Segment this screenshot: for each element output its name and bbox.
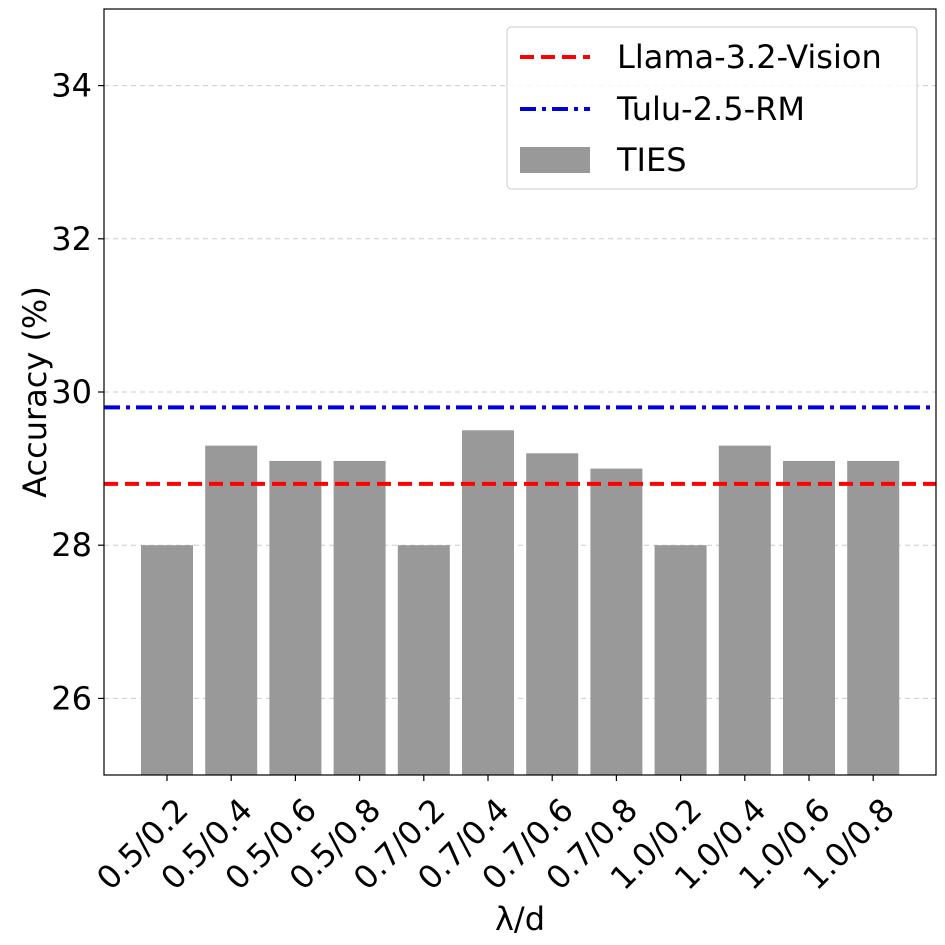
bar-1.0/0.2 [654,545,707,775]
bar-0.7/0.2 [397,545,450,775]
legend-label-tulu: Tulu-2.5-RM [616,90,805,128]
bar-0.5/0.4 [205,445,258,775]
legend-swatch-ties [520,147,590,173]
y-tick-label: 28 [51,526,92,564]
y-tick-label: 26 [51,679,92,717]
bar-0.7/0.8 [590,468,643,775]
x-axis-label: λ/d [495,900,545,938]
legend-label-llama: Llama-3.2-Vision [617,38,882,76]
bar-1.0/0.4 [718,445,771,775]
bar-0.5/0.6 [269,460,322,775]
bar-0.7/0.4 [462,430,514,775]
y-tick-label: 34 [51,67,92,105]
legend: Llama-3.2-Vision Tulu-2.5-RM TIES [506,26,918,190]
y-tick-label: 32 [51,220,92,258]
reference-lines [104,405,936,486]
bar-0.5/0.2 [141,545,193,775]
legend-label-ties: TIES [616,141,687,179]
bar-0.7/0.6 [526,453,579,775]
bar-1.0/0.6 [783,460,835,775]
y-axis-ticks: 26 28 30 32 34 [51,67,104,717]
y-axis-label: Accuracy (%) [16,286,54,498]
x-axis-ticks: 0.5/0.20.5/0.40.5/0.60.5/0.80.7/0.20.7/0… [89,775,902,897]
legend-box [506,26,918,190]
bars [141,430,900,775]
bar-1.0/0.8 [847,460,900,775]
y-tick-label: 30 [51,373,92,411]
bar-0.5/0.8 [333,460,386,775]
